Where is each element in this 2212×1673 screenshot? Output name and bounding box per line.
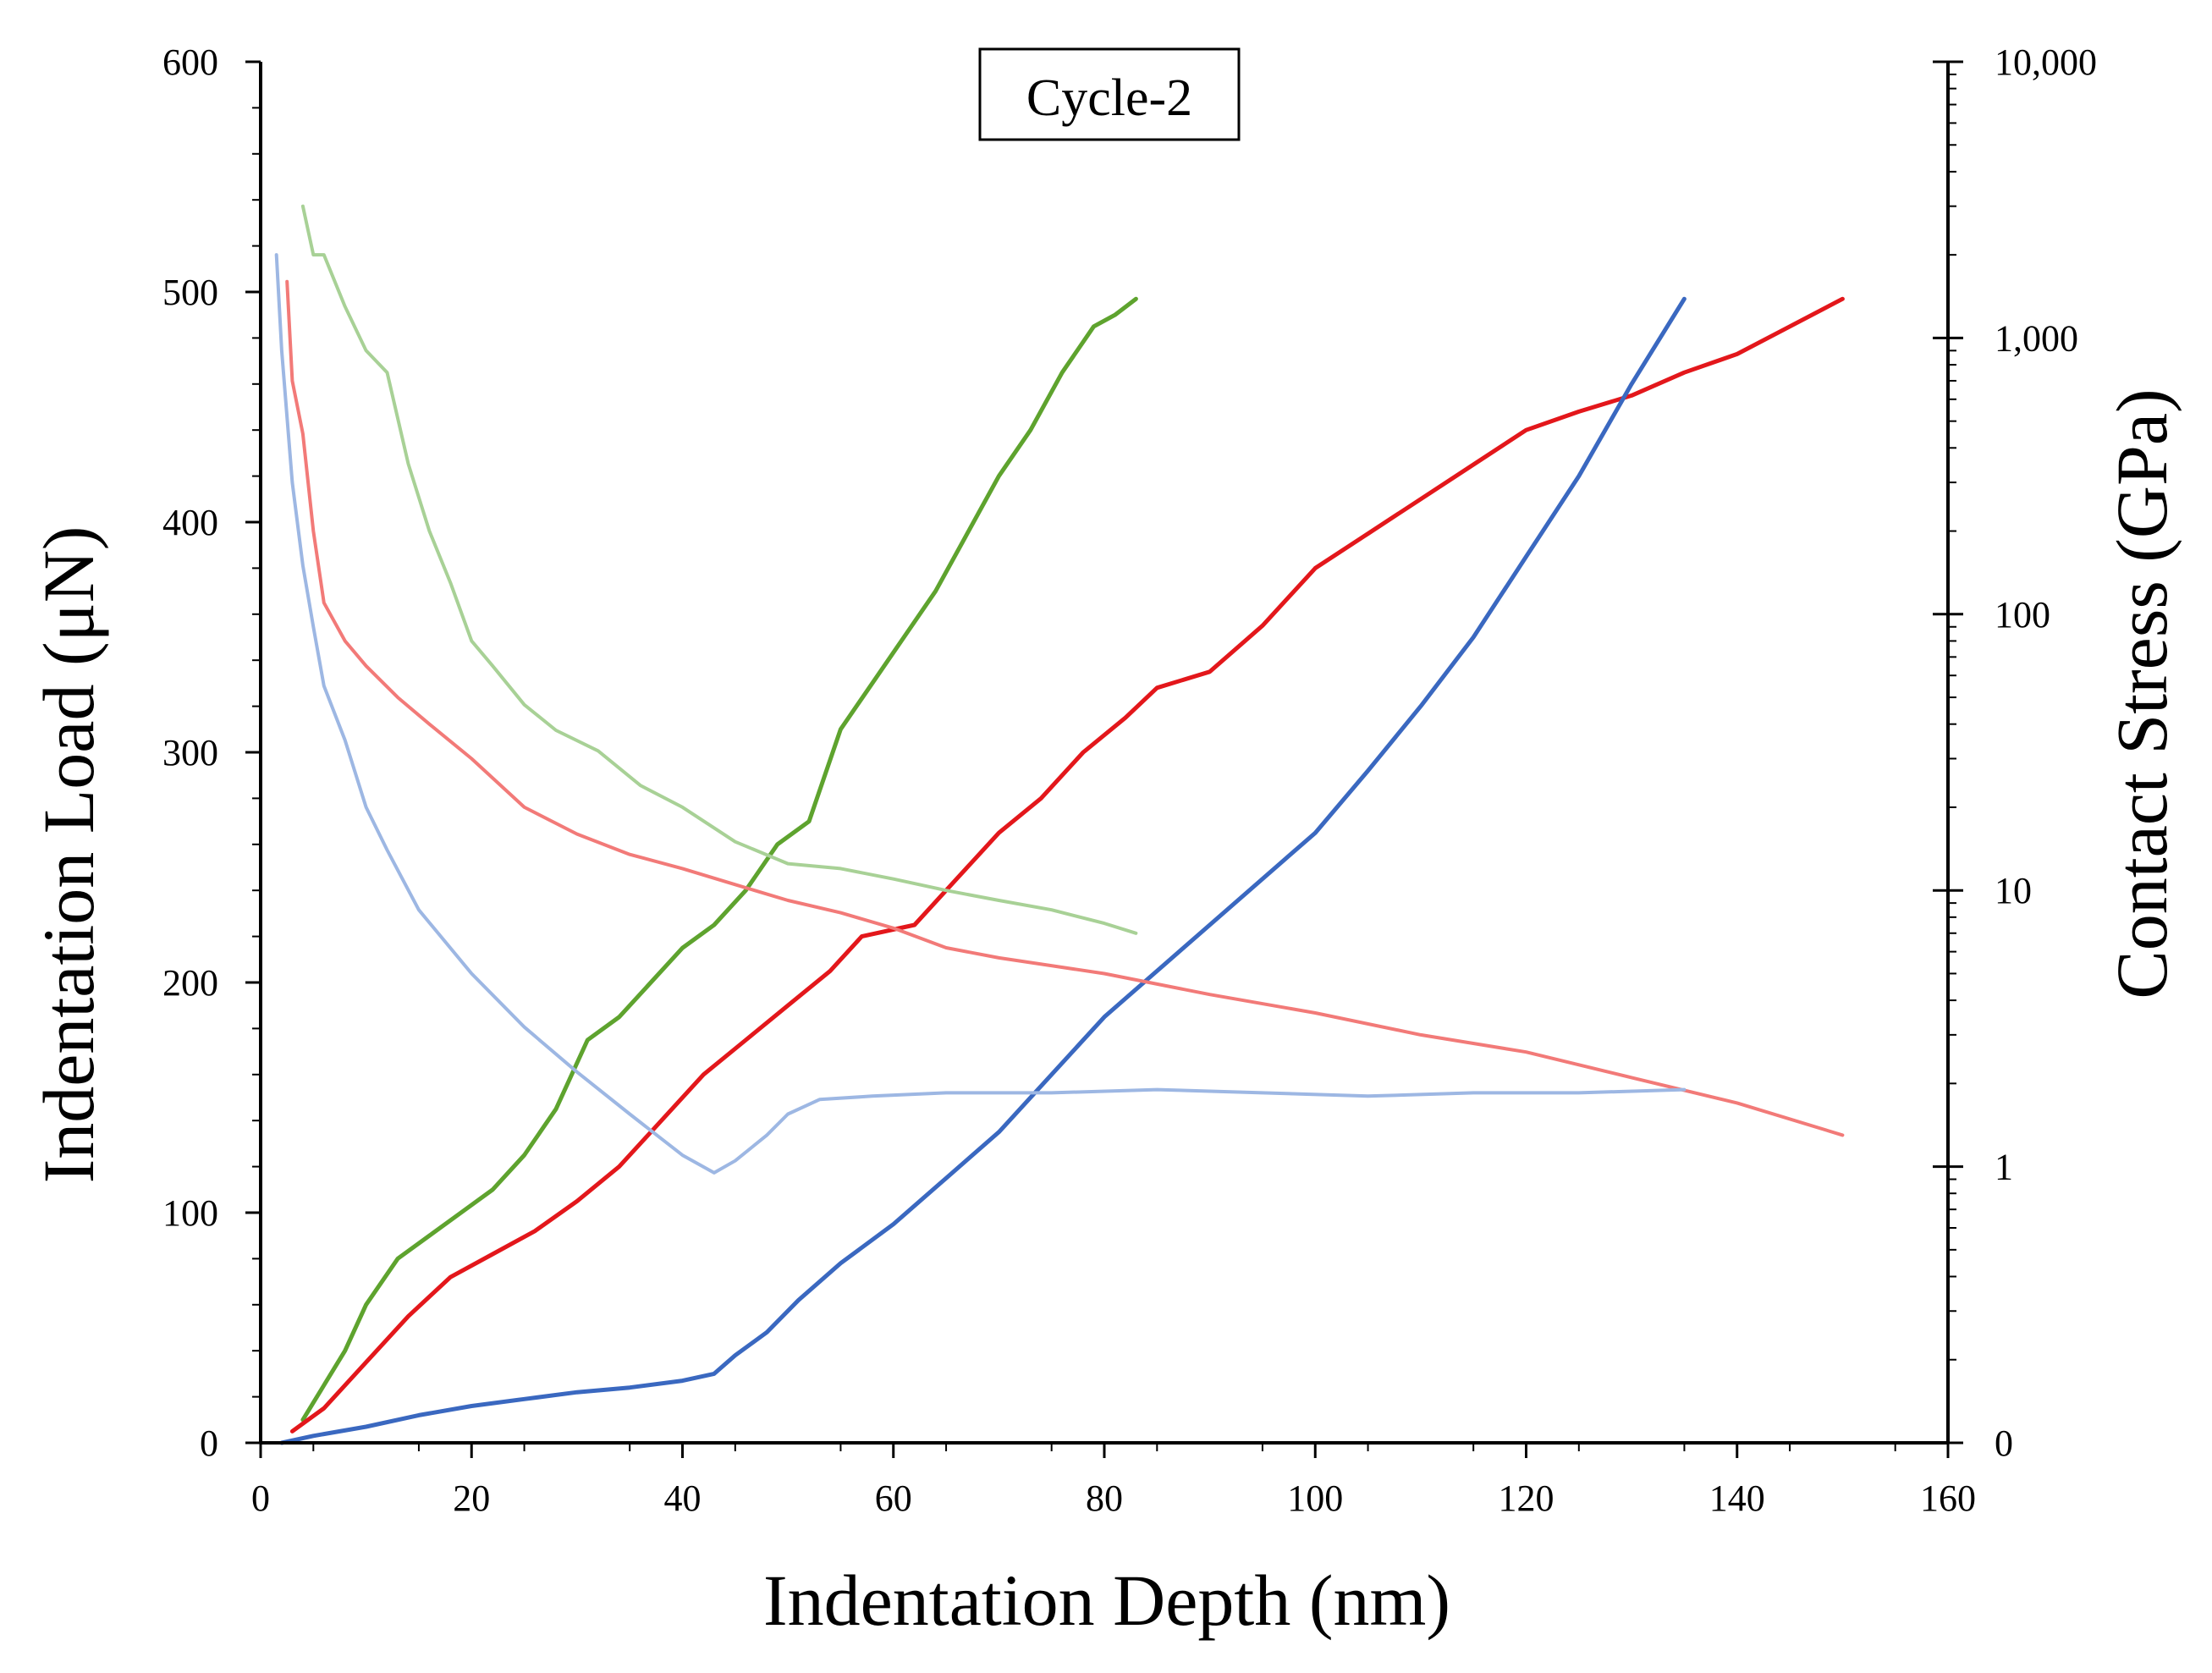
title-box: Cycle-2 xyxy=(978,47,1241,141)
y2-tick-label: 1,000 xyxy=(1995,317,2078,359)
x-tick-label: 100 xyxy=(1287,1478,1343,1519)
y-tick-label: 100 xyxy=(162,1192,218,1234)
y-tick-label: 500 xyxy=(162,272,218,313)
series-line-load-red xyxy=(289,296,1845,1434)
y2-tick-label: 0 xyxy=(1995,1423,2013,1464)
y2-tick-label: 10,000 xyxy=(1995,41,2097,83)
y-tick-label: 400 xyxy=(162,502,218,543)
series-line-stress-light-blue xyxy=(274,253,1687,1175)
series-line-stress-light-red xyxy=(285,279,1845,1137)
x-axis-title: Indentation Depth (nm) xyxy=(763,1560,1450,1641)
y2-tick-label: 1 xyxy=(1995,1147,2013,1188)
x-tick-label: 160 xyxy=(1920,1478,1976,1519)
y2-tick-label: 100 xyxy=(1995,594,2050,636)
series-line-stress-light-green xyxy=(300,204,1138,935)
y-tick-label: 300 xyxy=(162,732,218,773)
x-tick-label: 40 xyxy=(664,1478,702,1519)
y2-tick-label: 10 xyxy=(1995,870,2032,911)
series-layer xyxy=(274,204,1845,1445)
x-tick-label: 140 xyxy=(1709,1478,1765,1519)
series-line-load-blue xyxy=(279,296,1687,1445)
x-tick-label: 0 xyxy=(251,1478,270,1519)
y-tick-label: 600 xyxy=(162,41,218,83)
title-frame xyxy=(978,47,1241,141)
y2-axis-title: Contact Stress (GPa) xyxy=(2101,388,2182,999)
y-tick-label: 200 xyxy=(162,962,218,1004)
ticks-layer: 0 20 40 60 80 100 120 140 1600100200300400500600… xyxy=(162,41,2097,1519)
x-tick-label: 60 xyxy=(875,1478,912,1519)
x-tick-label: 120 xyxy=(1499,1478,1554,1519)
x-tick-label: 80 xyxy=(1086,1478,1123,1519)
y-axis-title: Indentation Load (μN) xyxy=(28,526,109,1184)
series-line-load-green xyxy=(300,296,1138,1423)
y-tick-label: 0 xyxy=(200,1423,218,1464)
x-tick-label: 20 xyxy=(453,1478,490,1519)
chart-title: Cycle-2 xyxy=(1026,69,1192,127)
